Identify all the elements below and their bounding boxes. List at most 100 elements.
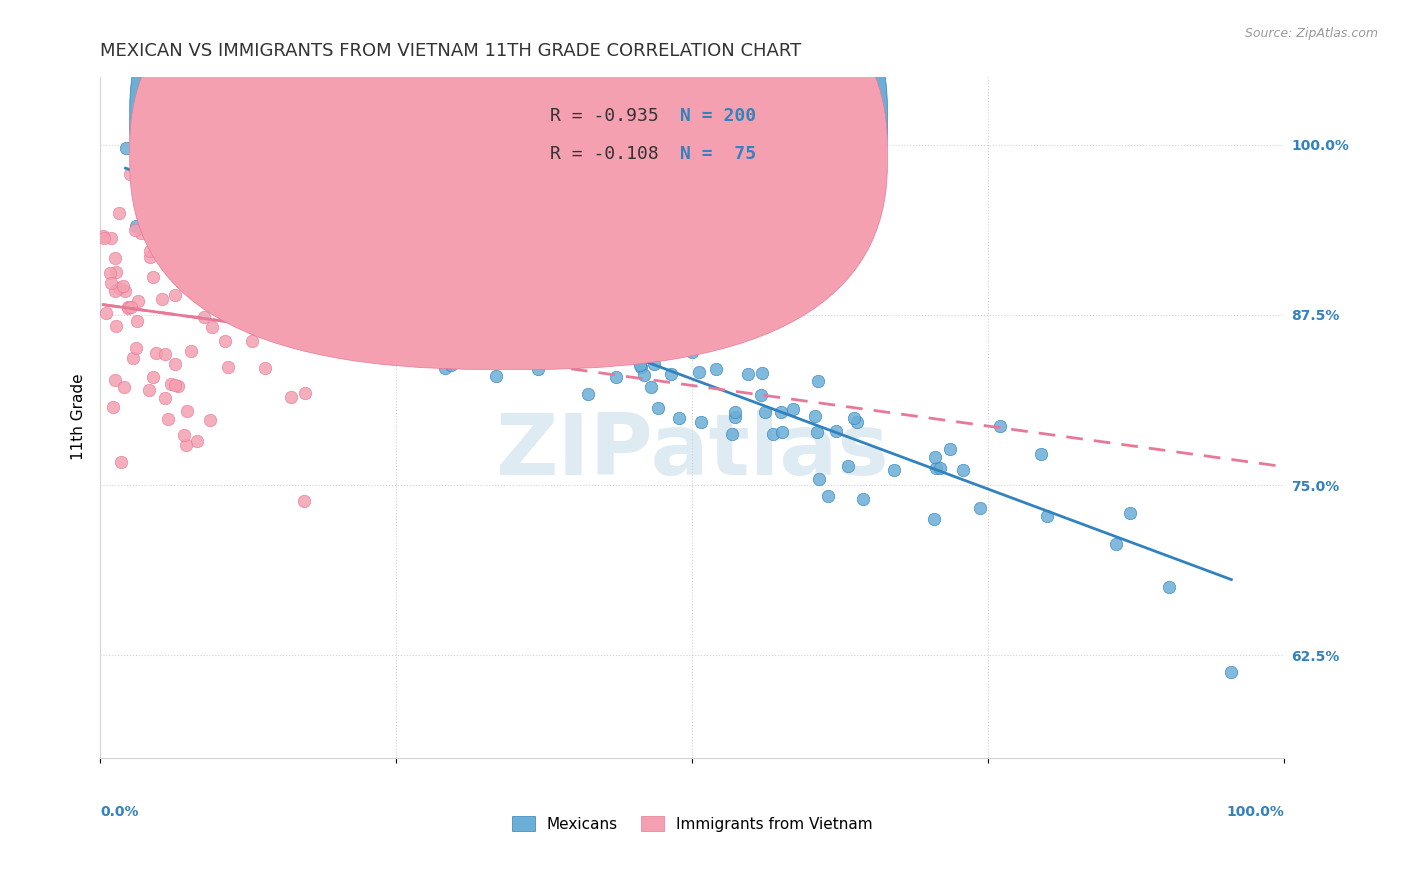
Point bbox=[352, 229, 374, 244]
Point bbox=[605, 338, 627, 352]
Point bbox=[311, 273, 333, 287]
Point bbox=[457, 346, 479, 360]
Point bbox=[108, 281, 131, 295]
Point bbox=[534, 328, 557, 343]
Point bbox=[250, 268, 273, 282]
Point bbox=[100, 277, 122, 291]
Point bbox=[117, 300, 139, 314]
Point bbox=[316, 283, 339, 297]
Point bbox=[664, 328, 686, 343]
Point bbox=[690, 415, 713, 429]
Text: 100.0%: 100.0% bbox=[1226, 805, 1284, 819]
Point bbox=[104, 284, 127, 298]
Point bbox=[399, 268, 422, 283]
Point bbox=[163, 357, 186, 371]
Point bbox=[922, 512, 945, 526]
Point bbox=[209, 200, 232, 214]
Point bbox=[274, 207, 297, 221]
Point bbox=[451, 305, 474, 319]
Point bbox=[1118, 506, 1140, 520]
Point bbox=[1031, 446, 1053, 460]
Point bbox=[544, 310, 567, 324]
Point bbox=[467, 293, 489, 308]
Text: MEXICAN VS IMMIGRANTS FROM VIETNAM 11TH GRADE CORRELATION CHART: MEXICAN VS IMMIGRANTS FROM VIETNAM 11TH … bbox=[100, 42, 801, 60]
Point bbox=[165, 288, 187, 302]
Point bbox=[326, 251, 349, 265]
Point bbox=[509, 331, 531, 345]
Point bbox=[112, 380, 135, 394]
Point bbox=[557, 332, 579, 346]
Point bbox=[91, 228, 114, 243]
Point bbox=[375, 280, 398, 294]
Point bbox=[174, 438, 197, 452]
Point bbox=[478, 291, 501, 305]
Point bbox=[292, 494, 315, 508]
Point bbox=[162, 134, 184, 148]
Point bbox=[311, 230, 333, 244]
Point bbox=[160, 377, 183, 392]
Point bbox=[807, 374, 830, 388]
Point bbox=[283, 237, 305, 252]
Point bbox=[174, 204, 197, 219]
Point bbox=[754, 405, 776, 419]
Point bbox=[114, 141, 136, 155]
Point bbox=[451, 293, 474, 308]
Point bbox=[628, 358, 651, 372]
Point bbox=[235, 210, 257, 224]
Point bbox=[269, 221, 291, 235]
Point bbox=[534, 309, 557, 323]
Point bbox=[683, 339, 706, 353]
Point bbox=[167, 379, 190, 393]
Text: Source: ZipAtlas.com: Source: ZipAtlas.com bbox=[1244, 27, 1378, 40]
Point bbox=[430, 295, 453, 310]
Point bbox=[104, 373, 127, 387]
Point bbox=[366, 275, 388, 289]
Point bbox=[602, 347, 624, 361]
Point bbox=[689, 337, 711, 351]
Point bbox=[720, 427, 742, 442]
Text: N = 200: N = 200 bbox=[681, 107, 756, 125]
Point bbox=[93, 231, 115, 245]
Point bbox=[643, 301, 665, 315]
Point bbox=[104, 251, 127, 265]
Point bbox=[371, 276, 394, 290]
Point bbox=[176, 404, 198, 418]
Point bbox=[141, 197, 163, 211]
Point bbox=[125, 148, 148, 162]
Point bbox=[508, 302, 530, 317]
Point bbox=[150, 293, 173, 307]
Point bbox=[392, 194, 415, 209]
Point bbox=[193, 310, 215, 324]
Point bbox=[640, 380, 662, 394]
Point bbox=[236, 221, 259, 235]
Point bbox=[242, 320, 264, 334]
Point bbox=[186, 434, 208, 448]
Point bbox=[100, 266, 122, 280]
Point bbox=[138, 244, 160, 259]
Text: ZIPatlas: ZIPatlas bbox=[495, 409, 889, 492]
Point bbox=[343, 224, 366, 238]
Text: R = -0.108: R = -0.108 bbox=[550, 145, 659, 162]
Point bbox=[160, 199, 183, 213]
Point bbox=[537, 322, 560, 336]
Point bbox=[266, 179, 288, 194]
Point bbox=[209, 253, 232, 268]
Point bbox=[246, 214, 269, 228]
Point bbox=[302, 231, 325, 245]
Point bbox=[952, 463, 974, 477]
Point bbox=[254, 361, 277, 376]
Point bbox=[449, 266, 471, 280]
Point bbox=[253, 231, 276, 245]
Point bbox=[593, 306, 616, 320]
Point bbox=[153, 157, 176, 171]
Point bbox=[391, 259, 413, 273]
Point bbox=[240, 225, 263, 239]
Point bbox=[155, 234, 177, 248]
Point bbox=[1105, 537, 1128, 551]
Point bbox=[125, 314, 148, 328]
Point bbox=[388, 307, 411, 321]
Point bbox=[451, 286, 474, 301]
Point bbox=[762, 427, 785, 442]
Point bbox=[509, 252, 531, 267]
Point bbox=[153, 346, 176, 360]
